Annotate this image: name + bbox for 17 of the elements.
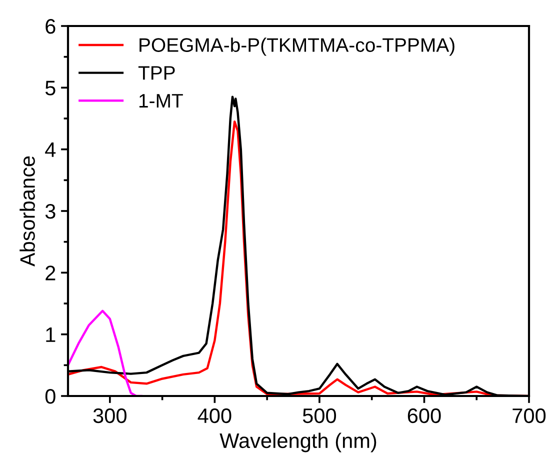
x-tick-label: 400	[198, 408, 232, 424]
legend-label: 1-MT	[139, 94, 183, 108]
x-axis-title: Wavelength (nm)	[220, 432, 376, 452]
x-tick-label: 300	[93, 408, 126, 424]
y-axis-title: Absorbance	[20, 156, 35, 267]
x-tick-label: 700	[512, 408, 546, 424]
y-tick-label: 5	[45, 80, 56, 96]
legend-label: TPP	[138, 66, 175, 80]
y-tick-label: 0	[45, 389, 56, 404]
y-tick-label: 6	[46, 19, 56, 34]
legend-label: POEGMA-b-P(TKMTMA-co-TPPMA)	[140, 38, 454, 56]
y-tick-label: 4	[45, 142, 56, 157]
y-tick-label: 3	[45, 204, 56, 219]
x-tick-label: 600	[408, 408, 441, 424]
y-tick-label: 2	[46, 266, 56, 280]
y-tick-label: 1	[46, 328, 56, 342]
x-tick-label: 500	[302, 408, 336, 424]
